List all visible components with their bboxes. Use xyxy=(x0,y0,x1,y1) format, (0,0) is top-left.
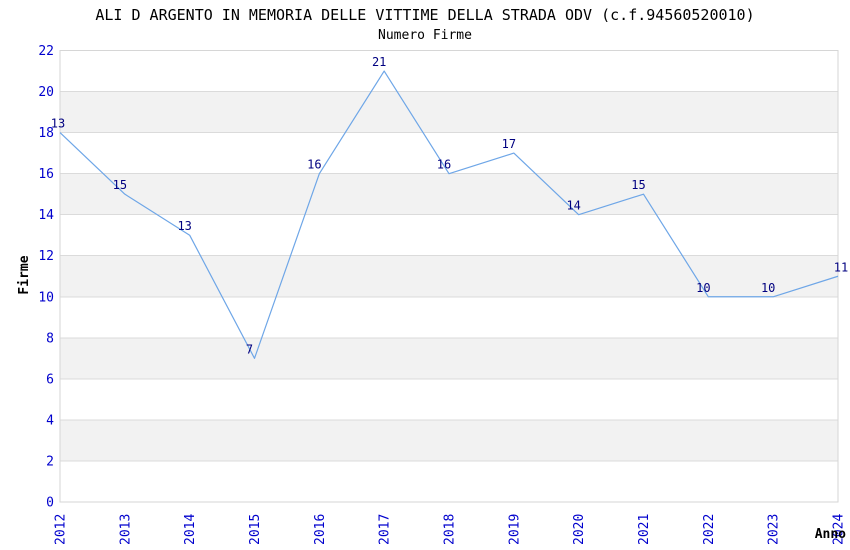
x-tick-label: 2013 xyxy=(118,514,133,545)
y-tick-label: 22 xyxy=(38,44,54,59)
y-tick-label: 20 xyxy=(38,85,54,100)
y-tick-label: 0 xyxy=(46,496,54,511)
x-tick-label: 2021 xyxy=(637,514,652,545)
y-tick-label: 6 xyxy=(46,372,54,387)
chart-title: ALI D ARGENTO IN MEMORIA DELLE VITTIME D… xyxy=(95,6,755,24)
grid-band xyxy=(60,173,838,215)
grid-band xyxy=(60,337,838,379)
grid-band xyxy=(60,419,838,461)
point-label: 21 xyxy=(372,55,386,69)
x-tick-label: 2017 xyxy=(378,514,393,545)
point-label: 17 xyxy=(502,137,516,151)
chart-subtitle: Numero Firme xyxy=(378,28,472,43)
point-label: 11 xyxy=(834,260,848,274)
point-label: 15 xyxy=(631,178,645,192)
y-tick-label: 8 xyxy=(46,331,54,346)
y-tick-label: 14 xyxy=(38,208,54,223)
x-tick-label: 2020 xyxy=(572,514,587,545)
y-tick-label: 2 xyxy=(46,454,54,469)
x-tick-label: 2023 xyxy=(767,514,782,545)
point-label: 13 xyxy=(51,117,65,131)
x-tick-label: 2014 xyxy=(183,514,198,545)
y-tick-label: 10 xyxy=(38,290,54,305)
point-label: 7 xyxy=(246,342,253,356)
point-label: 16 xyxy=(437,158,451,172)
y-tick-label: 16 xyxy=(38,167,54,182)
x-tick-label: 2015 xyxy=(248,514,263,545)
x-tick-label: 2024 xyxy=(832,514,847,545)
x-tick-label: 2019 xyxy=(507,514,522,545)
y-tick-label: 4 xyxy=(46,413,54,428)
x-tick-label: 2022 xyxy=(702,514,717,545)
y-tick-label: 18 xyxy=(38,126,54,141)
point-label: 15 xyxy=(113,178,127,192)
grid-band xyxy=(60,91,838,133)
y-tick-label: 12 xyxy=(38,249,54,264)
x-tick-label: 2012 xyxy=(54,514,69,545)
point-label: 10 xyxy=(696,281,710,295)
point-label: 13 xyxy=(177,219,191,233)
x-axis-title: Anno xyxy=(815,527,846,542)
point-label: 14 xyxy=(566,199,580,213)
series-line xyxy=(59,70,839,359)
point-label: 16 xyxy=(307,158,321,172)
x-tick-label: 2018 xyxy=(443,514,458,545)
x-tick-label: 2016 xyxy=(313,514,328,545)
point-label: 10 xyxy=(761,281,775,295)
y-axis-title: Firme xyxy=(17,255,32,294)
grid-band xyxy=(60,255,838,297)
